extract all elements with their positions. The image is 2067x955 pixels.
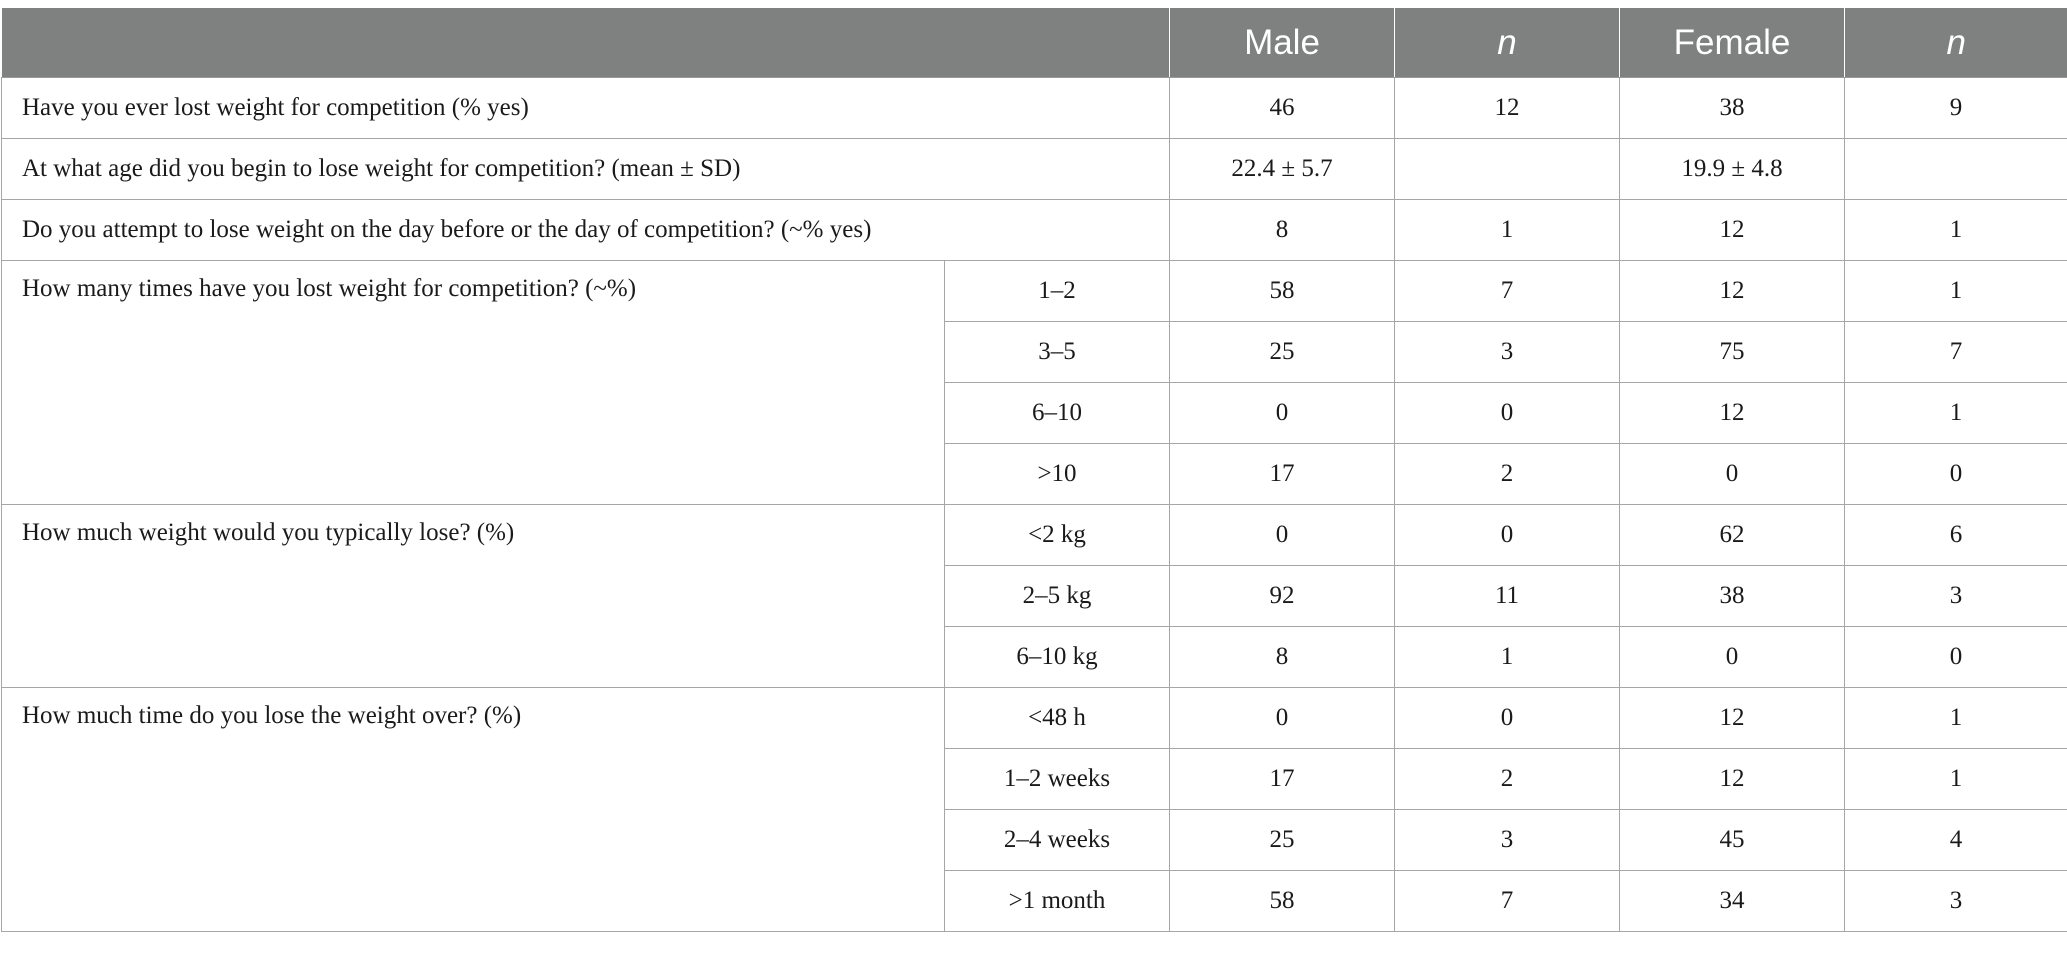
option-cell: <48 h bbox=[944, 687, 1170, 749]
table-body: Have you ever lost weight for competitio… bbox=[1, 77, 2067, 932]
female-n-value: 7 bbox=[1844, 321, 2067, 383]
male-value: 0 bbox=[1169, 504, 1395, 566]
table-row: Do you attempt to lose weight on the day… bbox=[1, 199, 2067, 261]
female-value: 12 bbox=[1619, 199, 1845, 261]
table-row: How many times have you lost weight for … bbox=[1, 260, 2067, 505]
header-female-n: n bbox=[1844, 8, 2067, 78]
male-n-value: 7 bbox=[1394, 870, 1620, 932]
header-male: Male bbox=[1169, 8, 1395, 78]
female-n-value: 0 bbox=[1844, 443, 2067, 505]
male-value: 0 bbox=[1169, 687, 1395, 749]
header-blank bbox=[1, 8, 1170, 78]
female-value: 34 bbox=[1619, 870, 1845, 932]
option-cell: 6–10 bbox=[944, 382, 1170, 444]
table-row: 2–4 weeks 25 3 45 4 bbox=[2, 809, 2067, 871]
female-value: 45 bbox=[1619, 809, 1845, 871]
female-n-value: 1 bbox=[1844, 199, 2067, 261]
option-cell: 3–5 bbox=[944, 321, 1170, 383]
male-n-value: 7 bbox=[1394, 260, 1620, 322]
table-header: Male n Female n bbox=[1, 8, 2067, 78]
question-cell: Do you attempt to lose weight on the day… bbox=[1, 199, 1170, 261]
table-row: 1–2 weeks 17 2 12 1 bbox=[2, 748, 2067, 810]
table-row: 3–5 25 3 75 7 bbox=[2, 321, 2067, 383]
option-cell: 2–5 kg bbox=[944, 565, 1170, 627]
female-n-value: 1 bbox=[1844, 260, 2067, 322]
option-cell: >10 bbox=[944, 443, 1170, 505]
male-value: 22.4 ± 5.7 bbox=[1169, 138, 1395, 200]
table-row: 2–5 kg 92 11 38 3 bbox=[2, 565, 2067, 627]
male-n-value: 1 bbox=[1394, 199, 1620, 261]
option-cell: 6–10 kg bbox=[944, 626, 1170, 688]
option-cell: <2 kg bbox=[944, 504, 1170, 566]
group-question-cell: How much weight would you typically lose… bbox=[1, 504, 945, 688]
female-n-value: 3 bbox=[1844, 565, 2067, 627]
female-value: 62 bbox=[1619, 504, 1845, 566]
table-row: >1 month 58 7 34 3 bbox=[2, 870, 2067, 932]
option-cell: 2–4 weeks bbox=[944, 809, 1170, 871]
male-value: 58 bbox=[1169, 870, 1395, 932]
female-value: 38 bbox=[1619, 565, 1845, 627]
male-value: 92 bbox=[1169, 565, 1395, 627]
male-value: 8 bbox=[1169, 199, 1395, 261]
female-n-value: 4 bbox=[1844, 809, 2067, 871]
male-n-value: 2 bbox=[1394, 443, 1620, 505]
female-n-value: 1 bbox=[1844, 748, 2067, 810]
male-value: 25 bbox=[1169, 321, 1395, 383]
header-female: Female bbox=[1619, 8, 1845, 78]
female-n-value: 1 bbox=[1844, 687, 2067, 749]
female-value: 12 bbox=[1619, 687, 1845, 749]
female-value: 12 bbox=[1619, 260, 1845, 322]
male-value: 8 bbox=[1169, 626, 1395, 688]
weight-loss-table-container: Male n Female n Have you ever lost weigh… bbox=[1, 8, 2067, 932]
male-n-value: 11 bbox=[1394, 565, 1620, 627]
male-n-value: 1 bbox=[1394, 626, 1620, 688]
table-row: >10 17 2 0 0 bbox=[2, 443, 2067, 505]
female-value: 38 bbox=[1619, 77, 1845, 139]
female-n-value: 1 bbox=[1844, 382, 2067, 444]
table-row: Have you ever lost weight for competitio… bbox=[1, 77, 2067, 139]
male-n-value: 0 bbox=[1394, 687, 1620, 749]
question-cell: Have you ever lost weight for competitio… bbox=[1, 77, 1170, 139]
female-n-value bbox=[1844, 138, 2067, 200]
table-row: 6–10 kg 8 1 0 0 bbox=[2, 626, 2067, 688]
female-value: 0 bbox=[1619, 626, 1845, 688]
option-cell: 1–2 weeks bbox=[944, 748, 1170, 810]
male-n-value: 3 bbox=[1394, 809, 1620, 871]
table-row: How much time do you lose the weight ove… bbox=[1, 687, 2067, 932]
question-cell: At what age did you begin to lose weight… bbox=[1, 138, 1170, 200]
female-value: 75 bbox=[1619, 321, 1845, 383]
male-n-value: 2 bbox=[1394, 748, 1620, 810]
male-value: 17 bbox=[1169, 748, 1395, 810]
female-value: 0 bbox=[1619, 443, 1845, 505]
option-cell: >1 month bbox=[944, 870, 1170, 932]
table-row: 6–10 0 0 12 1 bbox=[2, 382, 2067, 444]
female-value: 12 bbox=[1619, 382, 1845, 444]
female-value: 19.9 ± 4.8 bbox=[1619, 138, 1845, 200]
male-value: 0 bbox=[1169, 382, 1395, 444]
weight-loss-table: Male n Female n Have you ever lost weigh… bbox=[1, 8, 2067, 932]
male-value: 25 bbox=[1169, 809, 1395, 871]
male-n-value bbox=[1394, 138, 1620, 200]
table-row: At what age did you begin to lose weight… bbox=[1, 138, 2067, 200]
male-n-value: 3 bbox=[1394, 321, 1620, 383]
male-value: 46 bbox=[1169, 77, 1395, 139]
group-question-cell: How much time do you lose the weight ove… bbox=[1, 687, 945, 932]
header-male-n: n bbox=[1394, 8, 1620, 78]
male-n-value: 0 bbox=[1394, 382, 1620, 444]
male-value: 17 bbox=[1169, 443, 1395, 505]
female-value: 12 bbox=[1619, 748, 1845, 810]
option-cell: 1–2 bbox=[944, 260, 1170, 322]
table-row: How much weight would you typically lose… bbox=[1, 504, 2067, 688]
header-row: Male n Female n bbox=[1, 8, 2067, 78]
male-n-value: 0 bbox=[1394, 504, 1620, 566]
female-n-value: 9 bbox=[1844, 77, 2067, 139]
female-n-value: 3 bbox=[1844, 870, 2067, 932]
female-n-value: 0 bbox=[1844, 626, 2067, 688]
male-n-value: 12 bbox=[1394, 77, 1620, 139]
female-n-value: 6 bbox=[1844, 504, 2067, 566]
group-question-cell: How many times have you lost weight for … bbox=[1, 260, 945, 505]
male-value: 58 bbox=[1169, 260, 1395, 322]
